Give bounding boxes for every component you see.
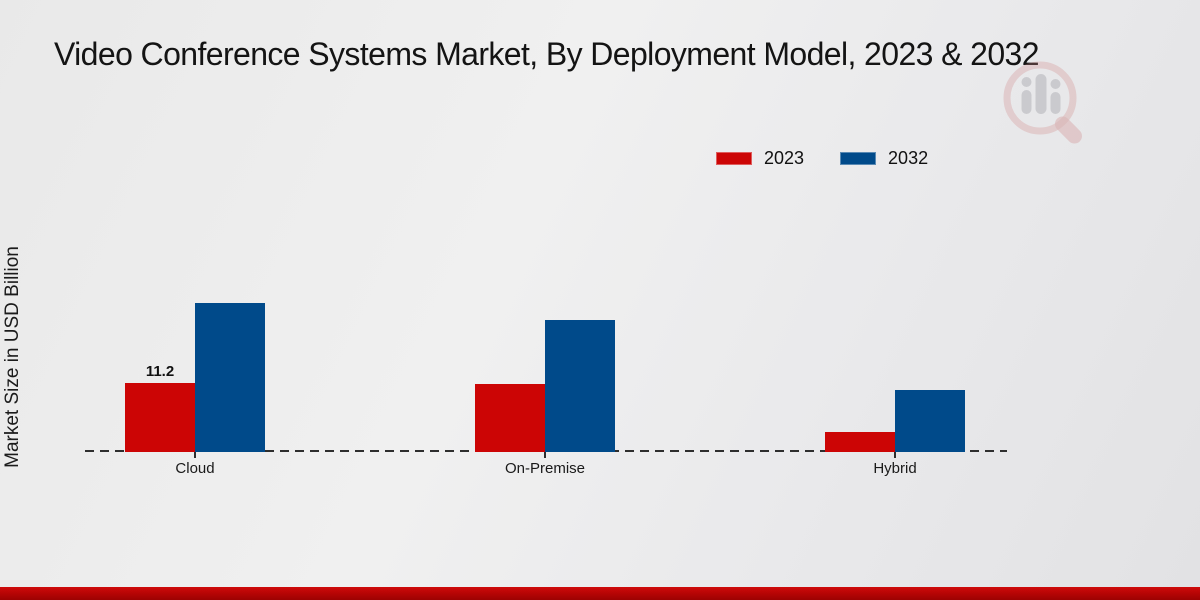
bar-value-label: 11.2 [145, 363, 175, 380]
legend-swatch-2023 [716, 152, 752, 165]
category-label-on-premise: On-Premise [504, 460, 586, 477]
bar-2023-cloud [125, 383, 195, 452]
x-axis-tick-on-premise [544, 452, 546, 458]
x-axis-tick-cloud [194, 452, 196, 458]
legend-item-2032: 2032 [840, 148, 928, 169]
category-label-hybrid: Hybrid [873, 460, 917, 477]
legend-label-2023: 2023 [764, 148, 805, 168]
chart-title: Video Conference Systems Market, By Depl… [54, 36, 1040, 72]
bar-2023-on-premise [475, 384, 545, 452]
legend-swatch-2032 [840, 152, 877, 165]
bar-2032-on-premise [545, 320, 615, 452]
bar-2023-hybrid [825, 432, 895, 452]
legend: 2023 2032 [716, 148, 928, 169]
bar-2032-cloud [195, 303, 265, 452]
legend-label-2032: 2032 [888, 148, 929, 168]
footer-accent-bar [0, 587, 1200, 600]
x-axis-tick-hybrid [894, 452, 896, 458]
bar-2032-hybrid [895, 390, 965, 452]
legend-item-2023: 2023 [716, 148, 804, 169]
category-label-cloud: Cloud [175, 460, 215, 477]
